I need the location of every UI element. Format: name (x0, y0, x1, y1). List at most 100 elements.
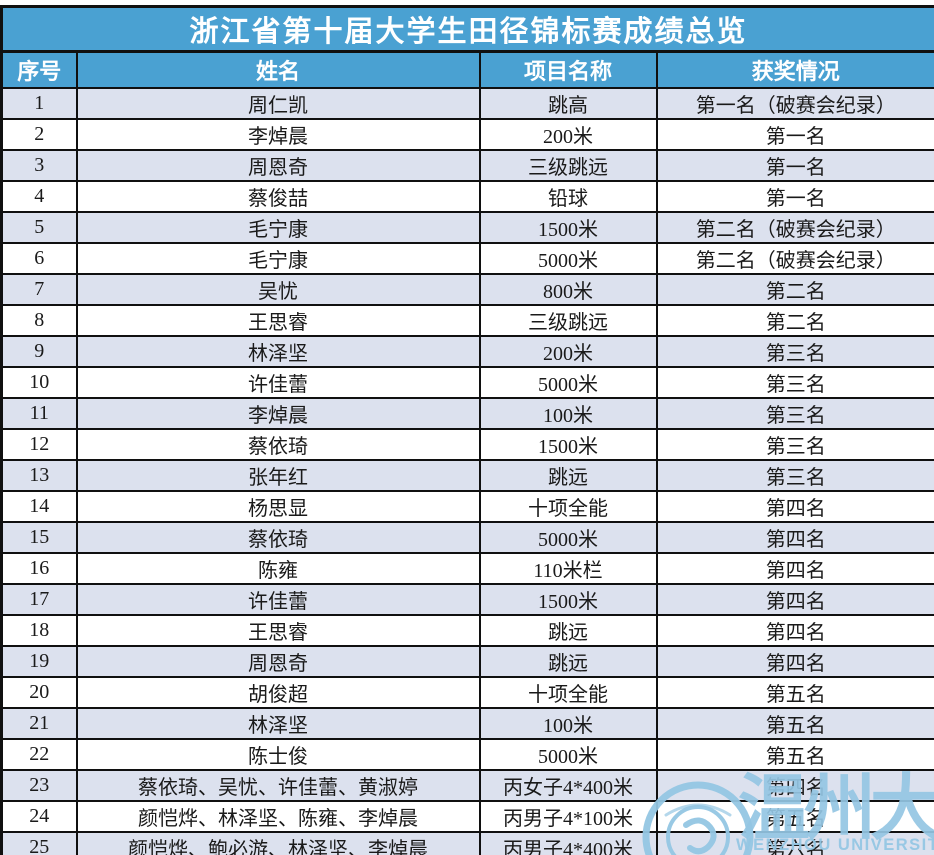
cell-award: 第四名 (655, 614, 934, 647)
cell-event: 三级跳远 (478, 149, 658, 182)
cell-event: 十项全能 (478, 676, 658, 709)
cell-event: 800米 (478, 273, 658, 306)
cell-event: 5000米 (478, 738, 658, 771)
cell-no: 2 (0, 118, 78, 151)
cell-award: 第三名 (655, 459, 934, 492)
cell-event: 跳远 (478, 459, 658, 492)
cell-name: 许佳蕾 (75, 366, 481, 399)
cell-name: 蔡依琦、吴忧、许佳蕾、黄淑婷 (75, 769, 481, 802)
cell-no: 11 (0, 397, 78, 430)
cell-award: 第六名 (655, 831, 934, 855)
cell-event: 跳远 (478, 645, 658, 678)
cell-name: 林泽坚 (75, 335, 481, 368)
table-row: 5 毛宁康 1500米 第二名（破赛会纪录） (0, 211, 934, 244)
column-header-3: 获奖情况 (655, 50, 934, 89)
results-table: 浙江省第十届大学生田径锦标赛成绩总览 序号 姓名 项目名称 获奖情况 1 周仁凯 跳高 第一… (0, 5, 934, 855)
table-row: 8 王思睿 三级跳远 第二名 (0, 304, 934, 337)
table-row: 19 周恩奇 跳远 第四名 (0, 645, 934, 678)
table-row: 24 颜恺烨、林泽坚、陈雍、李焯晨 丙男子4*100米 第五名 (0, 800, 934, 833)
cell-award: 第二名 (655, 304, 934, 337)
cell-award: 第五名 (655, 800, 934, 833)
cell-name: 李焯晨 (75, 397, 481, 430)
table-row: 16 陈雍 110米栏 第四名 (0, 552, 934, 585)
cell-award: 第四名 (655, 552, 934, 585)
cell-event: 200米 (478, 118, 658, 151)
table-row: 15 蔡依琦 5000米 第四名 (0, 521, 934, 554)
table-row: 6 毛宁康 5000米 第二名（破赛会纪录） (0, 242, 934, 275)
cell-event: 丙女子4*400米 (478, 769, 658, 802)
table-row: 23 蔡依琦、吴忧、许佳蕾、黄淑婷 丙女子4*400米 第四名 (0, 769, 934, 802)
table-row: 2 李焯晨 200米 第一名 (0, 118, 934, 151)
cell-name: 吴忧 (75, 273, 481, 306)
cell-award: 第四名 (655, 490, 934, 523)
cell-no: 13 (0, 459, 78, 492)
cell-no: 8 (0, 304, 78, 337)
cell-no: 24 (0, 800, 78, 833)
table-row: 21 林泽坚 100米 第五名 (0, 707, 934, 740)
cell-name: 王思睿 (75, 304, 481, 337)
cell-award: 第二名 (655, 273, 934, 306)
table-row: 22 陈士俊 5000米 第五名 (0, 738, 934, 771)
cell-name: 杨思显 (75, 490, 481, 523)
cell-name: 周恩奇 (75, 645, 481, 678)
cell-no: 6 (0, 242, 78, 275)
cell-no: 18 (0, 614, 78, 647)
table-row: 4 蔡俊喆 铅球 第一名 (0, 180, 934, 213)
table-row: 9 林泽坚 200米 第三名 (0, 335, 934, 368)
cell-award: 第一名（破赛会纪录） (655, 87, 934, 120)
cell-name: 毛宁康 (75, 211, 481, 244)
cell-award: 第三名 (655, 366, 934, 399)
cell-event: 110米栏 (478, 552, 658, 585)
table-row: 14 杨思显 十项全能 第四名 (0, 490, 934, 523)
cell-name: 周恩奇 (75, 149, 481, 182)
cell-award: 第四名 (655, 583, 934, 616)
table-row: 18 王思睿 跳远 第四名 (0, 614, 934, 647)
cell-name: 李焯晨 (75, 118, 481, 151)
cell-award: 第五名 (655, 707, 934, 740)
cell-award: 第四名 (655, 645, 934, 678)
cell-no: 19 (0, 645, 78, 678)
table-row: 12 蔡依琦 1500米 第三名 (0, 428, 934, 461)
cell-name: 蔡依琦 (75, 521, 481, 554)
cell-event: 跳高 (478, 87, 658, 120)
cell-event: 100米 (478, 707, 658, 740)
cell-event: 5000米 (478, 366, 658, 399)
cell-name: 许佳蕾 (75, 583, 481, 616)
cell-no: 12 (0, 428, 78, 461)
cell-award: 第二名（破赛会纪录） (655, 242, 934, 275)
column-header-2: 项目名称 (478, 50, 658, 89)
column-header-0: 序号 (0, 50, 78, 89)
cell-no: 16 (0, 552, 78, 585)
table-row: 20 胡俊超 十项全能 第五名 (0, 676, 934, 709)
table-row: 1 周仁凯 跳高 第一名（破赛会纪录） (0, 87, 934, 120)
cell-name: 王思睿 (75, 614, 481, 647)
cell-award: 第三名 (655, 397, 934, 430)
cell-no: 20 (0, 676, 78, 709)
cell-no: 21 (0, 707, 78, 740)
cell-name: 陈士俊 (75, 738, 481, 771)
cell-name: 胡俊超 (75, 676, 481, 709)
table-header-row: 序号 姓名 项目名称 获奖情况 (0, 50, 934, 89)
cell-event: 铅球 (478, 180, 658, 213)
table-title-row: 浙江省第十届大学生田径锦标赛成绩总览 (0, 5, 934, 53)
cell-award: 第一名 (655, 180, 934, 213)
cell-no: 15 (0, 521, 78, 554)
table-row: 17 许佳蕾 1500米 第四名 (0, 583, 934, 616)
cell-no: 4 (0, 180, 78, 213)
table-row: 13 张年红 跳远 第三名 (0, 459, 934, 492)
results-tbody: 1 周仁凯 跳高 第一名（破赛会纪录） 2 李焯晨 200米 第一名 3 周恩奇 三级跳远 第一名 4 蔡… (0, 87, 934, 855)
cell-award: 第五名 (655, 676, 934, 709)
cell-event: 100米 (478, 397, 658, 430)
cell-name: 颜恺烨、林泽坚、陈雍、李焯晨 (75, 800, 481, 833)
cell-event: 5000米 (478, 242, 658, 275)
column-header-1: 姓名 (75, 50, 481, 89)
cell-event: 1500米 (478, 583, 658, 616)
cell-name: 蔡俊喆 (75, 180, 481, 213)
cell-no: 25 (0, 831, 78, 855)
cell-event: 200米 (478, 335, 658, 368)
cell-name: 陈雍 (75, 552, 481, 585)
cell-name: 周仁凯 (75, 87, 481, 120)
cell-award: 第四名 (655, 769, 934, 802)
cell-award: 第四名 (655, 521, 934, 554)
